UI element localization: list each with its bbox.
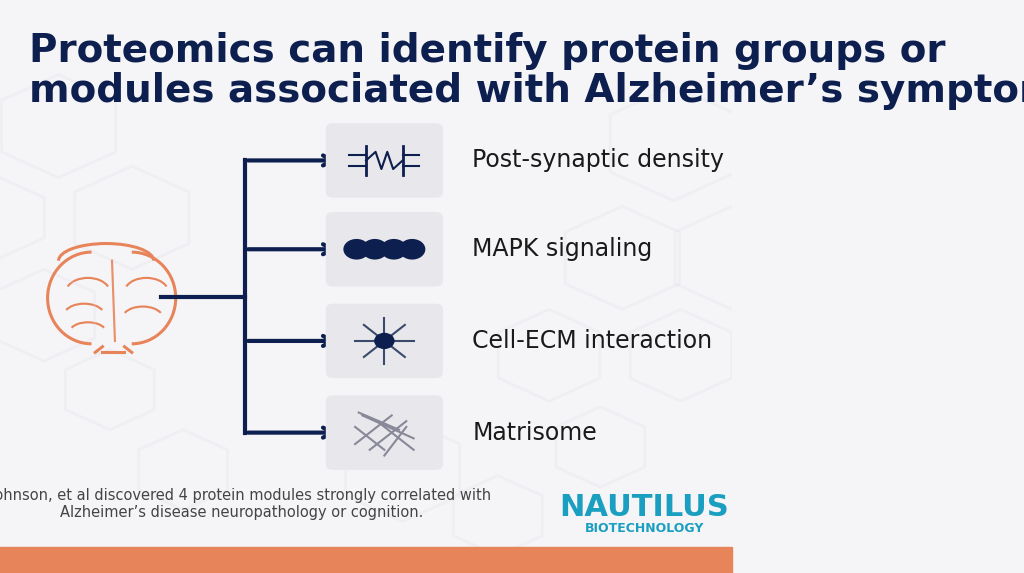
Circle shape [375,333,394,348]
Circle shape [343,239,370,260]
Text: Cell-ECM interaction: Cell-ECM interaction [472,329,713,353]
Circle shape [381,239,408,260]
Circle shape [361,239,388,260]
Text: Alzheimer’s disease neuropathology or cognition.: Alzheimer’s disease neuropathology or co… [60,505,423,520]
Text: MAPK signaling: MAPK signaling [472,237,652,261]
Text: NAUTILUS: NAUTILUS [559,493,729,521]
Text: Proteomics can identify protein groups or: Proteomics can identify protein groups o… [30,32,946,69]
FancyBboxPatch shape [326,123,443,198]
FancyBboxPatch shape [326,212,443,286]
Text: BIOTECHNOLOGY: BIOTECHNOLOGY [585,522,703,535]
Text: modules associated with Alzheimer’s symptoms: modules associated with Alzheimer’s symp… [30,72,1024,109]
FancyBboxPatch shape [326,395,443,470]
Text: Matrisome: Matrisome [472,421,597,445]
FancyBboxPatch shape [326,304,443,378]
Text: Post-synaptic density: Post-synaptic density [472,148,724,172]
Bar [0,547,732,573]
Text: Johnson, et al discovered 4 protein modules strongly correlated with: Johnson, et al discovered 4 protein modu… [0,488,493,503]
Circle shape [399,239,425,260]
